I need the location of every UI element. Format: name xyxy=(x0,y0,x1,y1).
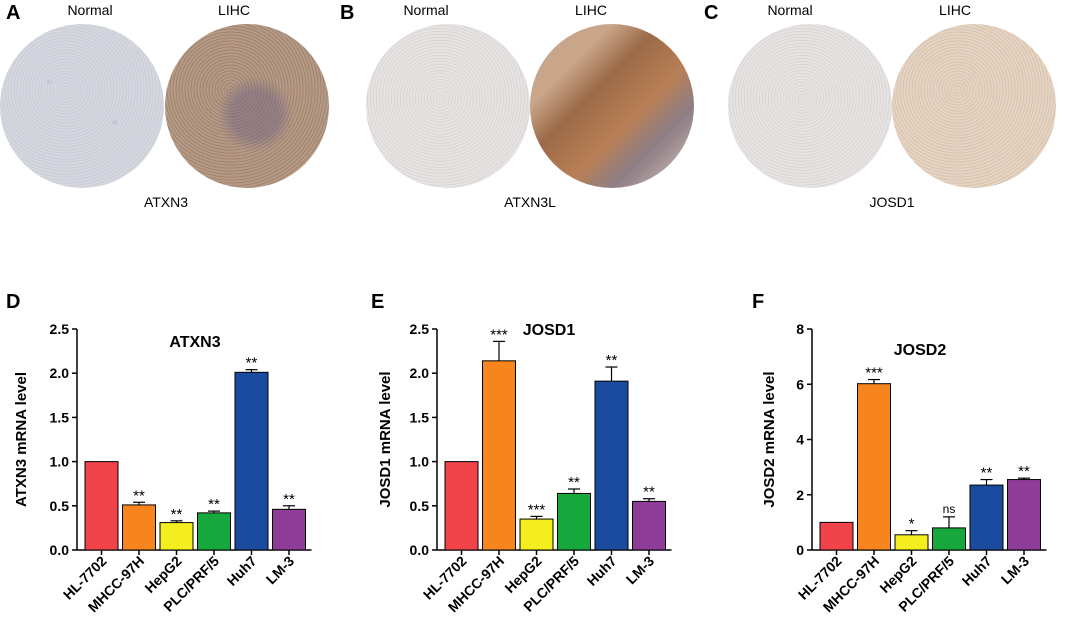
y-tick-label-josd2: 4 xyxy=(796,432,804,448)
bar-josd2 xyxy=(1007,479,1041,551)
gene-label-a: ATXN3 xyxy=(143,194,189,210)
panel-letter-c: C xyxy=(704,2,719,24)
y-tick-label-atxn3: 0.0 xyxy=(50,542,70,558)
significance-label-atxn3: ** xyxy=(133,487,145,504)
ihc-tumor-image-a xyxy=(165,24,329,188)
x-tick-label-josd1: Huh7 xyxy=(584,553,620,589)
bar-josd1 xyxy=(482,360,516,551)
ihc-normal-image-b xyxy=(366,24,530,188)
bar-atxn3 xyxy=(159,522,194,551)
y-tick-label-josd2: 6 xyxy=(796,376,804,392)
y-tick-label-atxn3: 2.5 xyxy=(50,321,70,337)
bar-josd1 xyxy=(444,461,479,551)
y-axis-label-atxn3: ATXN3 mRNA level xyxy=(13,372,30,507)
y-tick-label-atxn3: 1.5 xyxy=(50,409,70,425)
ihc-tumor-image-b xyxy=(530,24,694,188)
significance-label-josd1: ** xyxy=(568,474,580,491)
significance-label-atxn3: ** xyxy=(171,506,183,523)
x-tick-label-josd2: Huh7 xyxy=(959,553,995,589)
tumor-label-c: LIHC xyxy=(939,2,971,18)
significance-label-atxn3: ** xyxy=(246,355,258,372)
ihc-tumor-image-c xyxy=(892,24,1056,188)
bar-atxn3 xyxy=(234,371,269,551)
significance-label-josd1: *** xyxy=(528,501,546,518)
y-tick-label-josd1: 0.0 xyxy=(410,542,430,558)
bar-josd1 xyxy=(557,492,591,551)
bar-atxn3 xyxy=(84,461,119,551)
significance-label-josd1: ** xyxy=(606,352,618,369)
y-tick-label-josd2: 8 xyxy=(796,321,804,337)
y-axis-label-josd1: JOSD1 mRNA level xyxy=(377,371,394,507)
y-tick-label-atxn3: 0.5 xyxy=(50,498,70,514)
bar-josd2 xyxy=(932,527,966,551)
significance-label-josd1: ** xyxy=(643,484,655,501)
bar-josd1 xyxy=(632,500,666,551)
normal-label-a: Normal xyxy=(67,2,113,18)
ihc-normal-image-a xyxy=(0,24,164,188)
panel-letter-a: A xyxy=(6,2,21,24)
bar-atxn3 xyxy=(272,508,306,551)
normal-label-c: Normal xyxy=(767,2,813,18)
gene-label-c: JOSD1 xyxy=(869,194,915,210)
y-tick-label-josd1: 1.0 xyxy=(410,454,430,470)
significance-label-josd2: ** xyxy=(981,465,993,482)
bar-atxn3 xyxy=(122,504,156,551)
significance-label-atxn3: ** xyxy=(283,491,295,508)
significance-label-atxn3: ** xyxy=(208,496,220,513)
normal-label-b: Normal xyxy=(403,2,449,18)
y-axis-label-josd2: JOSD2 mRNA level xyxy=(761,371,778,507)
x-tick-label-atxn3: Huh7 xyxy=(224,553,260,589)
y-tick-label-josd2: 0 xyxy=(796,542,804,558)
x-tick-label-josd1: LM-3 xyxy=(623,553,658,588)
significance-label-josd2: *** xyxy=(865,365,883,382)
gene-label-b: ATXN3L xyxy=(504,194,556,210)
bar-josd2 xyxy=(894,534,929,551)
panel-letter-b: B xyxy=(340,2,355,24)
ihc-normal-image-c xyxy=(728,24,892,188)
y-tick-label-josd2: 2 xyxy=(796,487,804,503)
y-tick-label-josd1: 0.5 xyxy=(410,498,430,514)
x-tick-label-atxn3: LM-3 xyxy=(263,553,298,588)
bar-josd1 xyxy=(594,380,629,551)
bar-josd2 xyxy=(819,521,854,551)
significance-label-josd2: * xyxy=(909,516,915,533)
chart-title-josd2: JOSD2 xyxy=(894,342,947,359)
panel-letter-e: E xyxy=(371,291,384,313)
y-tick-label-atxn3: 2.0 xyxy=(50,365,70,381)
significance-label-josd2: ** xyxy=(1018,463,1030,480)
bar-atxn3 xyxy=(197,512,231,551)
y-tick-label-josd1: 2.0 xyxy=(410,365,430,381)
tumor-label-a: LIHC xyxy=(218,2,250,18)
y-tick-label-josd1: 1.5 xyxy=(410,409,430,425)
bar-josd2 xyxy=(857,383,891,551)
significance-label-josd1: *** xyxy=(490,326,508,343)
bar-josd1 xyxy=(519,518,554,551)
y-tick-label-josd1: 2.5 xyxy=(410,321,430,337)
x-tick-label-josd2: LM-3 xyxy=(998,553,1033,588)
y-tick-label-atxn3: 1.0 xyxy=(50,454,70,470)
chart-title-josd1: JOSD1 xyxy=(523,322,576,339)
bar-josd2 xyxy=(969,484,1004,551)
tumor-label-b: LIHC xyxy=(575,2,607,18)
significance-label-josd2: ns xyxy=(943,502,956,516)
chart-title-atxn3: ATXN3 xyxy=(169,334,220,351)
panel-letter-f: F xyxy=(752,291,764,313)
panel-letter-d: D xyxy=(6,291,20,313)
